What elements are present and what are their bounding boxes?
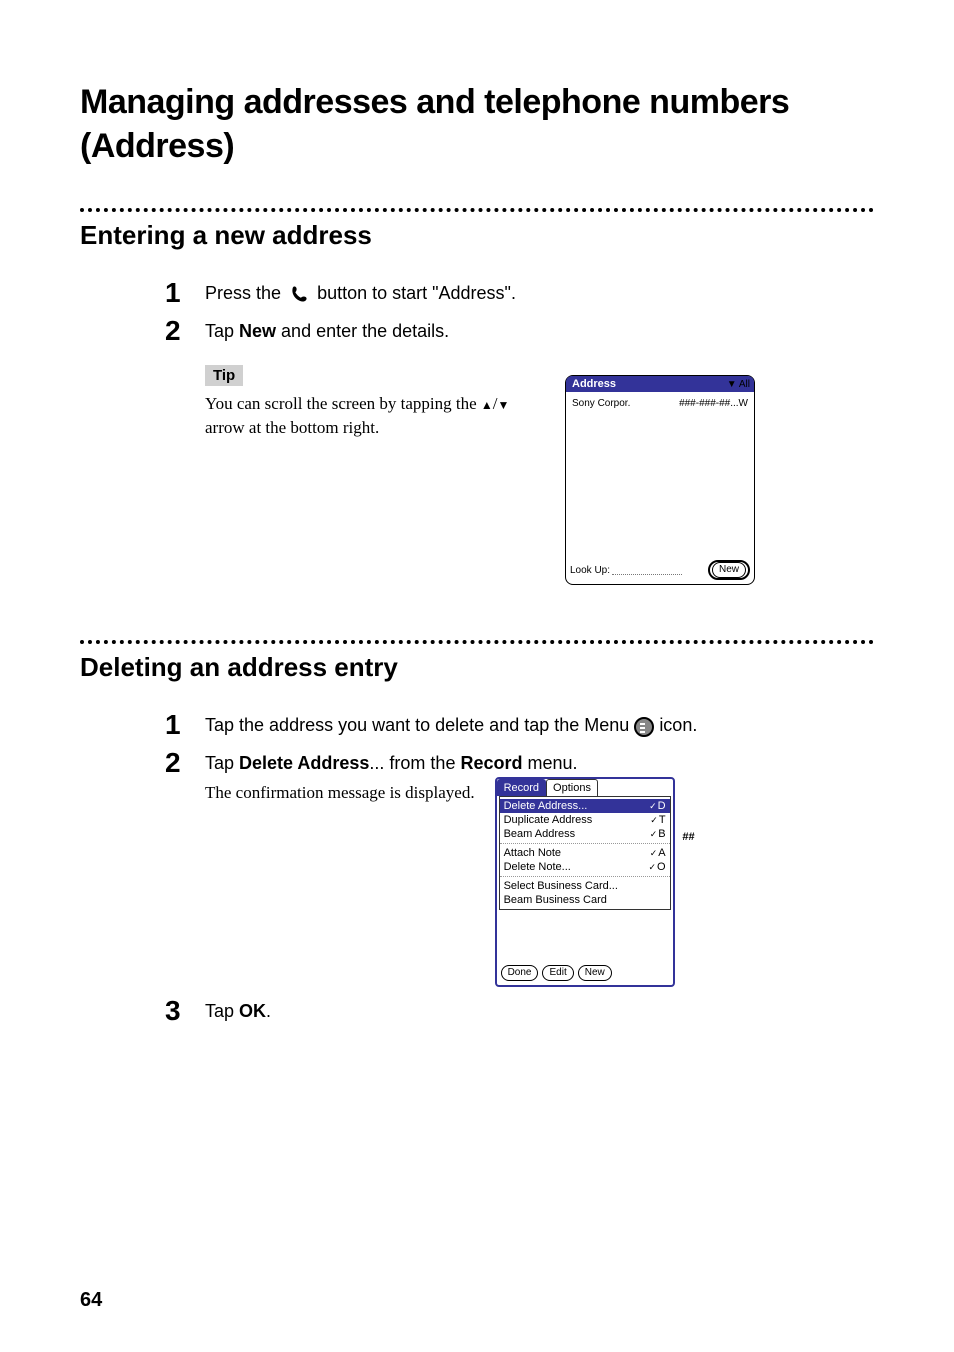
new-button-highlight: New	[708, 560, 750, 580]
lookup-input[interactable]	[612, 565, 682, 575]
tip-block: Tip You can scroll the screen by tapping…	[205, 365, 874, 585]
label: Duplicate Address	[504, 814, 593, 826]
shortcut: D	[649, 800, 666, 812]
menu-select-card[interactable]: Select Business Card...	[500, 879, 670, 893]
text: ... from the	[369, 753, 460, 773]
text: icon.	[659, 715, 697, 735]
menu-beam-address[interactable]: Beam Address B	[500, 827, 670, 841]
text: Press the	[205, 283, 286, 303]
address-screenshot: Address ▼ All Sony Corpor. ###-###-##...…	[565, 375, 755, 585]
page-title: Managing addresses and telephone numbers…	[80, 80, 874, 168]
hash-annotation: ##	[682, 831, 694, 843]
text: Tap the address you want to delete and t…	[205, 715, 634, 735]
steps-section-2: 1 Tap the address you want to delete and…	[80, 713, 874, 1024]
step-number: 1	[165, 279, 205, 307]
shortcut: B	[650, 828, 666, 840]
step-2: 2 Tap Delete Address... from the Record …	[165, 751, 874, 986]
footer: Look Up: New	[570, 560, 750, 580]
step-1: 1 Tap the address you want to delete and…	[165, 713, 874, 739]
row-with-screenshot: The confirmation message is displayed. #…	[205, 777, 874, 987]
titlebar: Address ▼ All	[566, 376, 754, 392]
menu-group: Select Business Card... Beam Business Ca…	[500, 877, 670, 909]
text: .	[266, 1001, 271, 1021]
text-bold: Delete Address	[239, 753, 369, 773]
divider	[80, 640, 874, 644]
menu-group: Attach Note A Delete Note... O	[500, 844, 670, 877]
text: Tap	[205, 753, 239, 773]
done-button[interactable]: Done	[501, 965, 539, 981]
step-text: Tap OK.	[205, 999, 874, 1024]
new-button[interactable]: New	[712, 562, 746, 578]
arrow-up-icon	[481, 394, 493, 413]
menu-box: Delete Address... D Duplicate Address T Be…	[499, 796, 671, 910]
label: Select Business Card...	[504, 880, 618, 892]
menu-delete-address[interactable]: Delete Address... D	[500, 799, 670, 813]
step-number: 1	[165, 711, 205, 739]
step-body: Tap Delete Address... from the Record me…	[205, 751, 874, 986]
menu-duplicate-address[interactable]: Duplicate Address T	[500, 813, 670, 827]
edit-button[interactable]: Edit	[542, 965, 573, 981]
step-text: Press the button to start "Address".	[205, 281, 874, 306]
menu-beam-card[interactable]: Beam Business Card	[500, 893, 670, 907]
text-bold: Record	[460, 753, 522, 773]
tab-options[interactable]: Options	[546, 779, 598, 796]
step-3: 3 Tap OK.	[165, 999, 874, 1025]
address-entry[interactable]: Sony Corpor. ###-###-##...W	[570, 396, 750, 411]
text-bold: New	[239, 321, 276, 341]
label: Delete Address...	[504, 800, 588, 812]
tip-text: You can scroll the screen by tapping the…	[205, 392, 535, 440]
text: Tap	[205, 321, 239, 341]
text: arrow at the bottom right.	[205, 418, 379, 437]
section-heading-entering: Entering a new address	[80, 220, 874, 251]
footer-buttons: Done Edit New	[501, 965, 612, 981]
entry-name: Sony Corpor.	[572, 398, 630, 409]
menu-icon	[634, 717, 654, 737]
menu-tabs: Record Options	[497, 779, 673, 796]
step-text: Tap Delete Address... from the Record me…	[205, 751, 874, 776]
arrow-down-icon	[498, 394, 510, 413]
new-button[interactable]: New	[578, 965, 612, 981]
text-bold: OK	[239, 1001, 266, 1021]
phone-icon	[288, 284, 310, 306]
section-deleting: Deleting an address entry 1 Tap the addr…	[80, 640, 874, 1024]
divider	[80, 208, 874, 212]
lookup-field[interactable]: Look Up:	[570, 565, 682, 576]
section-heading-deleting: Deleting an address entry	[80, 652, 874, 683]
step-2: 2 Tap New and enter the details.	[165, 319, 874, 345]
tip-label: Tip	[205, 365, 243, 386]
shortcut: A	[650, 847, 666, 859]
entry-number: ###-###-##...W	[679, 398, 748, 409]
text: and enter the details.	[276, 321, 449, 341]
app-title: Address	[570, 378, 618, 390]
label: Beam Business Card	[504, 894, 607, 906]
step-text: Tap the address you want to delete and t…	[205, 713, 874, 738]
menu-screenshot: ## Record Options Delete Address...D Dup…	[495, 777, 675, 987]
tab-record[interactable]: Record	[497, 779, 546, 796]
menu-group: Delete Address... D Duplicate Address T Be…	[500, 797, 670, 844]
shortcut: T	[650, 814, 665, 826]
text: Tap	[205, 1001, 239, 1021]
label: Delete Note...	[504, 861, 571, 873]
step-number: 2	[165, 749, 205, 777]
step-1: 1 Press the button to start "Address".	[165, 281, 874, 307]
text: menu.	[522, 753, 577, 773]
list-area: Sony Corpor. ###-###-##...W	[566, 392, 754, 552]
menu-attach-note[interactable]: Attach Note A	[500, 846, 670, 860]
label: Beam Address	[504, 828, 576, 840]
label: Attach Note	[504, 847, 561, 859]
menu-delete-note[interactable]: Delete Note... O	[500, 860, 670, 874]
confirmation-text: The confirmation message is displayed.	[205, 781, 475, 805]
text: You can scroll the screen by tapping the	[205, 394, 481, 413]
category-dropdown[interactable]: ▼ All	[727, 379, 750, 390]
step-text: Tap New and enter the details.	[205, 319, 874, 344]
text: button to start "Address".	[317, 283, 516, 303]
steps-section-1: 1 Press the button to start "Address". 2…	[80, 281, 874, 345]
page-number: 64	[80, 1289, 102, 1312]
step-number: 3	[165, 997, 205, 1025]
tip-content: Tip You can scroll the screen by tapping…	[205, 365, 535, 440]
shortcut: O	[648, 861, 665, 873]
step-number: 2	[165, 317, 205, 345]
lookup-label: Look Up:	[570, 565, 610, 576]
